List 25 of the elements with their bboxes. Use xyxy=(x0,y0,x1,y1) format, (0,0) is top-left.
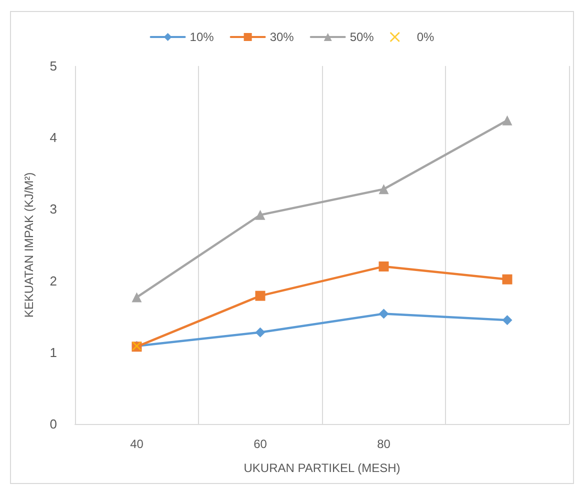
point xyxy=(502,274,512,284)
y-tick-label: 4 xyxy=(50,130,57,146)
point xyxy=(255,327,266,338)
point xyxy=(502,315,512,326)
y-tick-label: 3 xyxy=(50,202,57,217)
legend-label: 0% xyxy=(416,30,435,44)
y-axis-title: KEKUATAN IMPAK (KJ/M²) xyxy=(22,172,36,318)
legend-label: 50% xyxy=(350,30,374,44)
y-tick-label: 5 xyxy=(50,58,57,74)
x-axis-title: UKURAN PARTIKEL (MESH) xyxy=(244,461,400,475)
point xyxy=(502,115,512,126)
y-tick-label: 2 xyxy=(50,273,57,288)
point xyxy=(132,292,142,302)
x-tick-label: 40 xyxy=(130,437,144,451)
legend-label: 10% xyxy=(190,30,214,44)
y-tick-label: 0 xyxy=(50,416,57,432)
point xyxy=(378,308,389,319)
point xyxy=(255,210,266,220)
point xyxy=(255,290,266,301)
y-tick-label: 1 xyxy=(50,344,57,360)
legend-label: 30% xyxy=(270,30,294,44)
point xyxy=(378,261,389,272)
point xyxy=(378,184,389,194)
x-tick-label: 60 xyxy=(254,437,268,451)
x-tick-label: 80 xyxy=(377,437,391,451)
